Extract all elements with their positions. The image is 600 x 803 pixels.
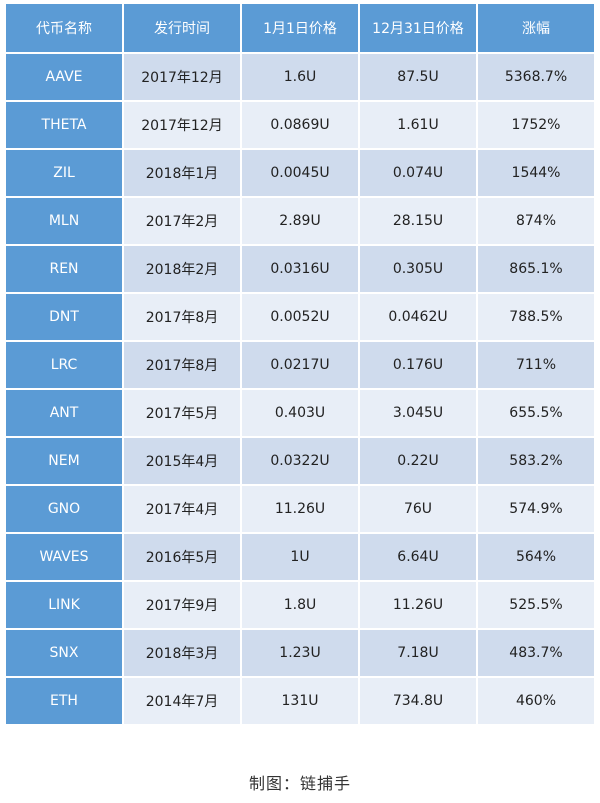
gain-cell: 525.5%: [478, 582, 594, 628]
table-row: LINK 2017年9月 1.8U 11.26U 525.5%: [6, 582, 594, 628]
table-row: ZIL 2018年1月 0.0045U 0.074U 1544%: [6, 150, 594, 196]
jan1-price-cell: 2.89U: [242, 198, 358, 244]
jan1-price-cell: 0.0052U: [242, 294, 358, 340]
header-token-name: 代币名称: [6, 4, 122, 52]
jan1-price-cell: 1.23U: [242, 630, 358, 676]
dec31-price-cell: 28.15U: [360, 198, 476, 244]
token-name-cell: LRC: [6, 342, 122, 388]
header-row: 代币名称 发行时间 1月1日价格 12月31日价格 涨幅: [6, 4, 594, 52]
jan1-price-cell: 1U: [242, 534, 358, 580]
table-header: 代币名称 发行时间 1月1日价格 12月31日价格 涨幅: [6, 4, 594, 52]
header-issue-time: 发行时间: [124, 4, 240, 52]
dec31-price-cell: 0.176U: [360, 342, 476, 388]
issue-time-cell: 2015年4月: [124, 438, 240, 484]
table-row: REN 2018年2月 0.0316U 0.305U 865.1%: [6, 246, 594, 292]
token-name-cell: ZIL: [6, 150, 122, 196]
token-name-cell: SNX: [6, 630, 122, 676]
token-name-cell: AAVE: [6, 54, 122, 100]
jan1-price-cell: 0.0869U: [242, 102, 358, 148]
issue-time-cell: 2017年2月: [124, 198, 240, 244]
issue-time-cell: 2017年5月: [124, 390, 240, 436]
table-row: ETH 2014年7月 131U 734.8U 460%: [6, 678, 594, 724]
gain-cell: 655.5%: [478, 390, 594, 436]
issue-time-cell: 2018年3月: [124, 630, 240, 676]
gain-cell: 788.5%: [478, 294, 594, 340]
table-row: MLN 2017年2月 2.89U 28.15U 874%: [6, 198, 594, 244]
token-name-cell: GNO: [6, 486, 122, 532]
token-name-cell: WAVES: [6, 534, 122, 580]
header-dec31-price: 12月31日价格: [360, 4, 476, 52]
table-row: ANT 2017年5月 0.403U 3.045U 655.5%: [6, 390, 594, 436]
dec31-price-cell: 734.8U: [360, 678, 476, 724]
token-name-cell: LINK: [6, 582, 122, 628]
token-name-cell: DNT: [6, 294, 122, 340]
dec31-price-cell: 87.5U: [360, 54, 476, 100]
token-gain-table: 代币名称 发行时间 1月1日价格 12月31日价格 涨幅 AAVE 2017年1…: [4, 2, 596, 726]
dec31-price-cell: 7.18U: [360, 630, 476, 676]
chart-credit-caption: 制图：链捕手: [248, 774, 351, 793]
issue-time-cell: 2017年8月: [124, 342, 240, 388]
jan1-price-cell: 0.403U: [242, 390, 358, 436]
issue-time-cell: 2018年1月: [124, 150, 240, 196]
gain-cell: 574.9%: [478, 486, 594, 532]
jan1-price-cell: 0.0045U: [242, 150, 358, 196]
jan1-price-cell: 1.8U: [242, 582, 358, 628]
jan1-price-cell: 11.26U: [242, 486, 358, 532]
dec31-price-cell: 0.305U: [360, 246, 476, 292]
issue-time-cell: 2017年12月: [124, 54, 240, 100]
table-row: THETA 2017年12月 0.0869U 1.61U 1752%: [6, 102, 594, 148]
table-row: LRC 2017年8月 0.0217U 0.176U 711%: [6, 342, 594, 388]
dec31-price-cell: 0.0462U: [360, 294, 476, 340]
header-jan1-price: 1月1日价格: [242, 4, 358, 52]
token-name-cell: NEM: [6, 438, 122, 484]
gain-cell: 564%: [478, 534, 594, 580]
issue-time-cell: 2017年9月: [124, 582, 240, 628]
dec31-price-cell: 6.64U: [360, 534, 476, 580]
dec31-price-cell: 0.074U: [360, 150, 476, 196]
jan1-price-cell: 0.0322U: [242, 438, 358, 484]
dec31-price-cell: 11.26U: [360, 582, 476, 628]
issue-time-cell: 2014年7月: [124, 678, 240, 724]
table-row: GNO 2017年4月 11.26U 76U 574.9%: [6, 486, 594, 532]
dec31-price-cell: 3.045U: [360, 390, 476, 436]
token-name-cell: REN: [6, 246, 122, 292]
dec31-price-cell: 0.22U: [360, 438, 476, 484]
gain-cell: 874%: [478, 198, 594, 244]
gain-cell: 1544%: [478, 150, 594, 196]
jan1-price-cell: 0.0316U: [242, 246, 358, 292]
jan1-price-cell: 131U: [242, 678, 358, 724]
dec31-price-cell: 1.61U: [360, 102, 476, 148]
dec31-price-cell: 76U: [360, 486, 476, 532]
table-row: SNX 2018年3月 1.23U 7.18U 483.7%: [6, 630, 594, 676]
issue-time-cell: 2017年12月: [124, 102, 240, 148]
table-row: NEM 2015年4月 0.0322U 0.22U 583.2%: [6, 438, 594, 484]
table-row: DNT 2017年8月 0.0052U 0.0462U 788.5%: [6, 294, 594, 340]
issue-time-cell: 2018年2月: [124, 246, 240, 292]
token-name-cell: ANT: [6, 390, 122, 436]
gain-cell: 1752%: [478, 102, 594, 148]
gain-cell: 865.1%: [478, 246, 594, 292]
token-name-cell: MLN: [6, 198, 122, 244]
gain-cell: 460%: [478, 678, 594, 724]
table-row: WAVES 2016年5月 1U 6.64U 564%: [6, 534, 594, 580]
gain-cell: 711%: [478, 342, 594, 388]
jan1-price-cell: 1.6U: [242, 54, 358, 100]
header-gain: 涨幅: [478, 4, 594, 52]
gain-cell: 5368.7%: [478, 54, 594, 100]
gain-cell: 583.2%: [478, 438, 594, 484]
jan1-price-cell: 0.0217U: [242, 342, 358, 388]
token-gain-table-container: 代币名称 发行时间 1月1日价格 12月31日价格 涨幅 AAVE 2017年1…: [4, 2, 596, 726]
gain-cell: 483.7%: [478, 630, 594, 676]
table-row: AAVE 2017年12月 1.6U 87.5U 5368.7%: [6, 54, 594, 100]
token-name-cell: ETH: [6, 678, 122, 724]
issue-time-cell: 2016年5月: [124, 534, 240, 580]
table-body: AAVE 2017年12月 1.6U 87.5U 5368.7% THETA 2…: [6, 54, 594, 724]
issue-time-cell: 2017年4月: [124, 486, 240, 532]
token-name-cell: THETA: [6, 102, 122, 148]
issue-time-cell: 2017年8月: [124, 294, 240, 340]
